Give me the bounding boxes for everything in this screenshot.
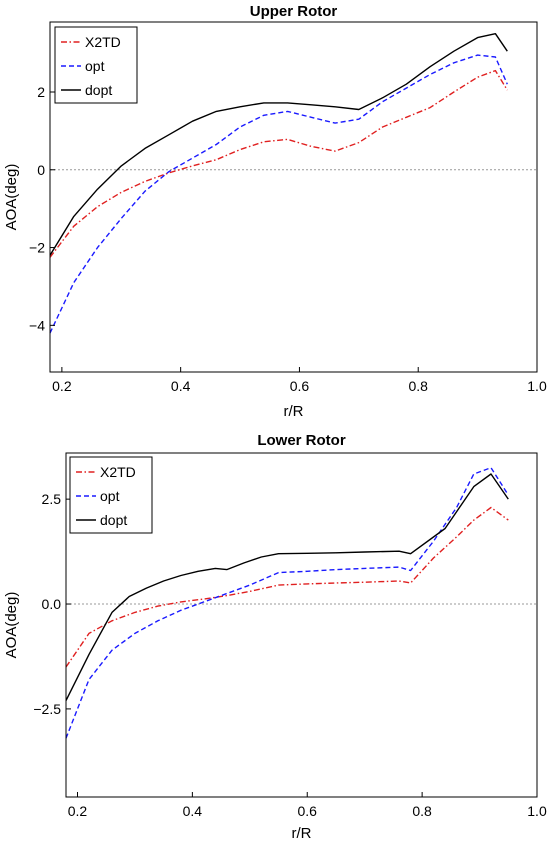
y-tick-label: −4 bbox=[29, 317, 45, 333]
plot-frame bbox=[49, 21, 538, 373]
x-tick-label: 0.4 bbox=[183, 803, 203, 819]
legend-label: opt bbox=[100, 488, 120, 504]
chart-title: Upper Rotor bbox=[250, 3, 338, 20]
series-line-opt bbox=[65, 467, 509, 739]
series-line-opt bbox=[49, 54, 508, 334]
plot-frame bbox=[65, 452, 538, 798]
x-tick-label: 0.6 bbox=[298, 803, 318, 819]
x-tick-label: 0.6 bbox=[290, 378, 310, 394]
x-tick-label: 1.0 bbox=[527, 803, 547, 819]
y-tick-label: −2 bbox=[29, 240, 45, 256]
legend-label: X2TD bbox=[100, 464, 136, 480]
y-tick-label: 0 bbox=[37, 162, 45, 178]
series-line-dopt bbox=[49, 33, 508, 256]
y-tick-label: −2.5 bbox=[33, 701, 61, 717]
legend: X2TD opt dopt bbox=[69, 456, 153, 534]
x-tick-label: 0.4 bbox=[171, 378, 191, 394]
x-tick-label: 0.2 bbox=[68, 803, 88, 819]
x-axis-label: r/R bbox=[284, 403, 304, 420]
lower-rotor-panel: Lower Rotor 0.2 0.4 0.6 0.8 1.0 −2.5 0.0 2.5 r/R A… bbox=[3, 432, 547, 842]
x-tick-label: 0.8 bbox=[408, 378, 428, 394]
legend-label: X2TD bbox=[85, 34, 121, 50]
x-tick-label: 0.8 bbox=[412, 803, 432, 819]
y-axis-label: AOA(deg) bbox=[3, 592, 20, 659]
y-tick-label: 0.0 bbox=[42, 596, 62, 612]
legend: X2TD opt dopt bbox=[54, 26, 138, 104]
x-axis-label: r/R bbox=[292, 825, 312, 842]
x-tick-label: 0.2 bbox=[52, 378, 72, 394]
series-line-dopt bbox=[65, 473, 509, 701]
y-tick-label: 2 bbox=[37, 84, 45, 100]
legend-label: dopt bbox=[100, 512, 127, 528]
series-line-x2td bbox=[65, 506, 509, 668]
chart-title: Lower Rotor bbox=[257, 432, 345, 449]
x-tick-label: 1.0 bbox=[527, 378, 547, 394]
upper-rotor-panel: Upper Rotor 0.2 0.4 0.6 0.8 1.0 −4 −2 0 2 r/R AOA(d… bbox=[3, 3, 547, 420]
y-axis-label: AOA(deg) bbox=[3, 164, 20, 231]
legend-label: dopt bbox=[85, 82, 112, 98]
legend-label: opt bbox=[85, 58, 105, 74]
y-tick-label: 2.5 bbox=[42, 491, 62, 507]
